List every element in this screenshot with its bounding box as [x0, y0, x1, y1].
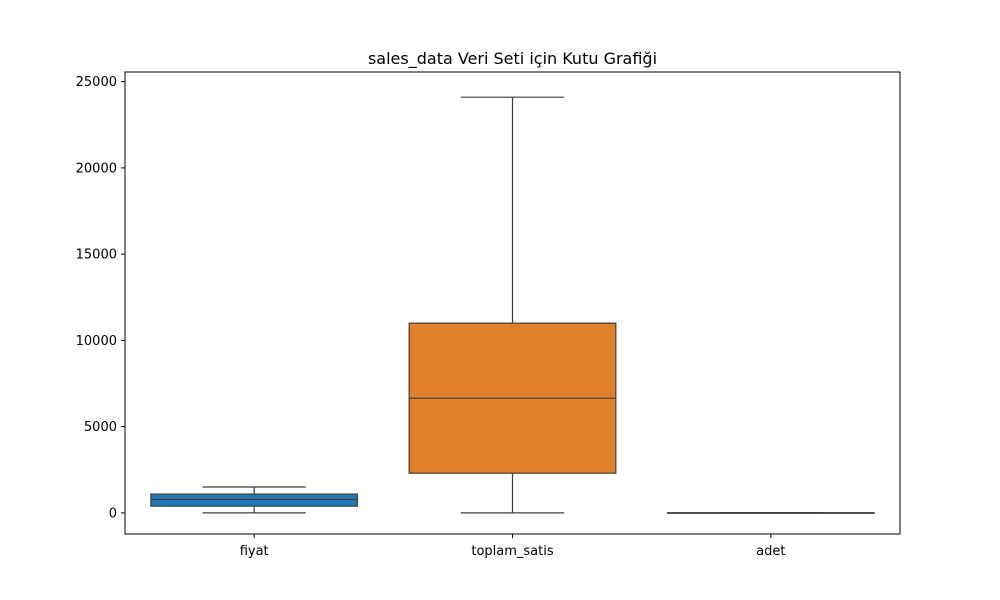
box-fiyat [150, 486, 359, 514]
y-tick-label: 0 [109, 506, 117, 521]
plot-area [150, 96, 875, 514]
box-body [150, 493, 359, 507]
y-axis: 0 5000 10000 15000 20000 25000 [76, 75, 125, 521]
x-tick-label-fiyat: fiyat [240, 544, 269, 559]
y-tick-label: 20000 [76, 161, 117, 176]
x-tick-label-toplam-satis: toplam_satis [471, 544, 553, 559]
y-tick-label: 15000 [76, 248, 117, 263]
y-tick-label: 10000 [76, 334, 117, 349]
axes-frame [124, 71, 901, 535]
y-tick-label: 5000 [84, 420, 117, 435]
x-axis: fiyat toplam_satis adet [240, 534, 785, 559]
y-tick-label: 25000 [76, 75, 117, 90]
chart-title: sales_data Veri Seti için Kutu Grafiği [368, 49, 657, 69]
box-toplam-satis [408, 96, 617, 514]
x-tick-label-adet: adet [756, 544, 785, 559]
box-adet [666, 512, 875, 514]
